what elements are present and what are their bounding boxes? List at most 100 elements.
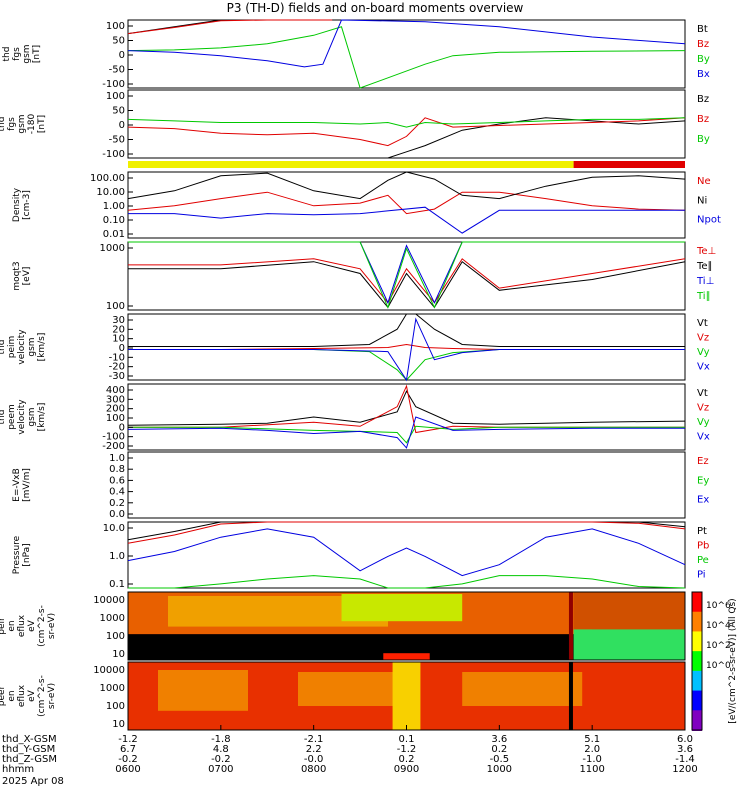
x-tick-label: 2.2 [306,744,322,755]
x-row-label: thd_Y-GSM [2,744,55,755]
pressure-ylabel: [nPa] [22,543,32,566]
peem-legend-blue: Vx [697,432,710,443]
pressure-legend-black: Pt [697,526,707,537]
peir-late-high [573,592,685,630]
fgs-legend-blue: Bx [697,69,710,80]
fgs-ylabel: fgs [12,47,22,61]
density-ylabel: Density [12,187,22,222]
fgs-series-blue [127,19,686,68]
fgs-dsl-ylabel: thd [0,117,7,132]
status-bar-red [573,161,685,168]
peer-flux-region-3 [462,672,583,706]
x-tick-label: 0900 [394,764,419,775]
peem-ytick-label: 0 [119,422,125,433]
fgs-dsl-series-green [127,117,686,128]
pressure-ytick-label: 0.1 [109,579,125,590]
peer-spec-ylabel: (cm^2-s- [37,675,47,717]
x-tick-label: -0.2 [118,754,138,765]
x-tick-label: 0700 [208,764,233,775]
efield-ytick-label: 0.6 [109,475,125,486]
colorbar-segment [692,690,702,712]
fgs-ytick-label: -50 [109,65,125,76]
peem-frame [127,383,686,451]
density-series-black [127,171,686,200]
x-tick-label: 3.6 [677,744,693,755]
temperature-legend-green: Ti∥ [696,291,711,302]
peir-spec-ytick-label: 1000 [100,613,125,624]
colorbar-segment [692,592,702,613]
density-ytick-label: 100.00 [90,173,125,184]
x-tick-label: 1100 [579,764,604,775]
peem-series-blue [127,416,685,449]
fgs-ylabel: [nT] [32,45,42,63]
efield-ytick-label: 0.2 [109,498,125,509]
temperature-ytick-label: 1000 [100,243,125,254]
fgs-legend-black: Bt [697,24,708,35]
temperature-frame [127,241,686,311]
density-legend-blue: Npot [697,215,721,226]
x-tick-label: 3.6 [491,734,507,745]
fgs-dsl-ytick-label: 100 [106,91,125,102]
peim-legend-blue: Vx [697,362,710,373]
efield-ytick-label: 1.0 [109,453,125,464]
colorbar-tick-label: 10^6 [706,601,731,611]
date-label: 2025 Apr 08 [2,776,64,787]
peir-spec-ylabel: sr-eV) [47,613,57,639]
pressure-legend-green: Pe [697,555,709,566]
colorbar-tick-label: 10^2 [706,641,731,651]
fgs-frame [127,19,686,89]
peer-flux-region-2 [298,672,398,706]
peir-spec-ytick-label: 100 [106,631,125,642]
x-tick-label: 0600 [115,764,140,775]
peer-spec-ytick-label: 100 [106,701,125,712]
fgs-dsl-ytick-label: 0 [119,120,125,131]
fgs-ytick-label: 50 [112,36,125,47]
density-frame [127,171,686,239]
x-tick-label: 4.8 [213,744,229,755]
efield-legend-green: Ey [697,475,709,486]
x-tick-label: -1.2 [118,734,138,745]
peem-ytick-label: 300 [106,394,125,405]
peir-arc [383,653,430,660]
colorbar-tick-label: 10^0 [706,661,731,671]
peim-ytick-label: -10 [109,352,125,363]
x-tick-label: 6.0 [677,734,693,745]
x-row-label: thd_X-GSM [2,734,57,745]
peem-ytick-label: 100 [106,413,125,424]
x-tick-label: 1200 [672,764,697,775]
x-tick-label: 0800 [301,764,326,775]
pressure-ylabel: Pressure [12,535,22,574]
peim-ytick-label: 30 [112,315,125,326]
peem-ylabel: peem [7,404,17,430]
pressure-legend-blue: Pi [697,570,706,581]
colorbar-segment [692,651,702,672]
peim-ylabel: [km/s] [37,333,47,362]
fgs-ytick-label: 100 [106,21,125,32]
efield-legend-red: Ez [697,456,709,467]
peim-ytick-label: 0 [119,343,125,354]
x-tick-label: -1.2 [397,744,417,755]
peim-ytick-label: -30 [109,371,125,382]
peir-spec-ylabel: peir [0,617,7,635]
peem-ytick-label: 400 [106,385,125,396]
peir-spec-ytick-label: 10000 [93,595,125,606]
temperature-series-black [128,260,686,309]
peim-ytick-label: -20 [109,362,125,373]
efield-ylabel: [mV/m] [22,468,32,502]
density-ylabel: [cm-3] [22,190,32,220]
temperature-ylabel: moqt3 [12,261,22,290]
x-tick-label: -0.5 [490,754,510,765]
fgs-dsl-ylabel: [nT] [37,115,47,133]
peir-dropout-line [568,592,573,660]
peim-legend-red: Vz [697,333,709,344]
peem-ytick-label: 200 [106,404,125,415]
fgs-ytick-label: -100 [102,79,125,90]
peim-ylabel: velocity [17,329,27,365]
temperature-series-red [128,258,686,304]
colorbar-tick-label: 10^4 [706,621,731,631]
peim-series-blue [128,317,685,382]
peim-ylabel: thd [0,340,7,355]
x-tick-label: -0.2 [211,754,231,765]
fgs-series-red [127,19,333,35]
